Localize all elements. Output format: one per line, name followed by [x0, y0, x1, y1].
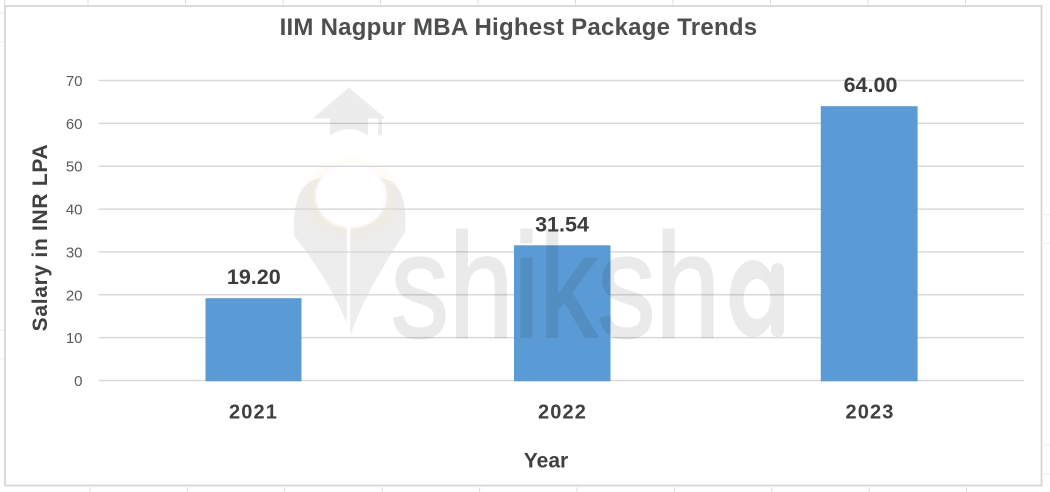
svg-text:IIM Nagpur MBA Highest Package: IIM Nagpur MBA Highest Package Trends — [280, 14, 758, 41]
svg-text:0: 0 — [74, 373, 82, 390]
svg-text:Salary in INR LPA: Salary in INR LPA — [29, 144, 52, 332]
svg-text:2022: 2022 — [538, 402, 587, 424]
svg-text:2023: 2023 — [846, 402, 895, 424]
svg-text:20: 20 — [66, 287, 83, 304]
svg-text:10: 10 — [66, 330, 83, 347]
svg-text:31.54: 31.54 — [535, 213, 589, 237]
svg-text:19.20: 19.20 — [227, 265, 281, 289]
svg-text:70: 70 — [66, 73, 83, 90]
svg-text:64.00: 64.00 — [844, 73, 898, 97]
svg-text:60: 60 — [66, 116, 83, 133]
svg-text:shiksh: shiksh — [391, 205, 720, 370]
svg-text:30: 30 — [66, 244, 83, 261]
svg-text:2021: 2021 — [229, 402, 278, 424]
svg-text:40: 40 — [66, 202, 83, 219]
svg-text:Year: Year — [524, 450, 568, 473]
svg-text:50: 50 — [66, 159, 83, 176]
